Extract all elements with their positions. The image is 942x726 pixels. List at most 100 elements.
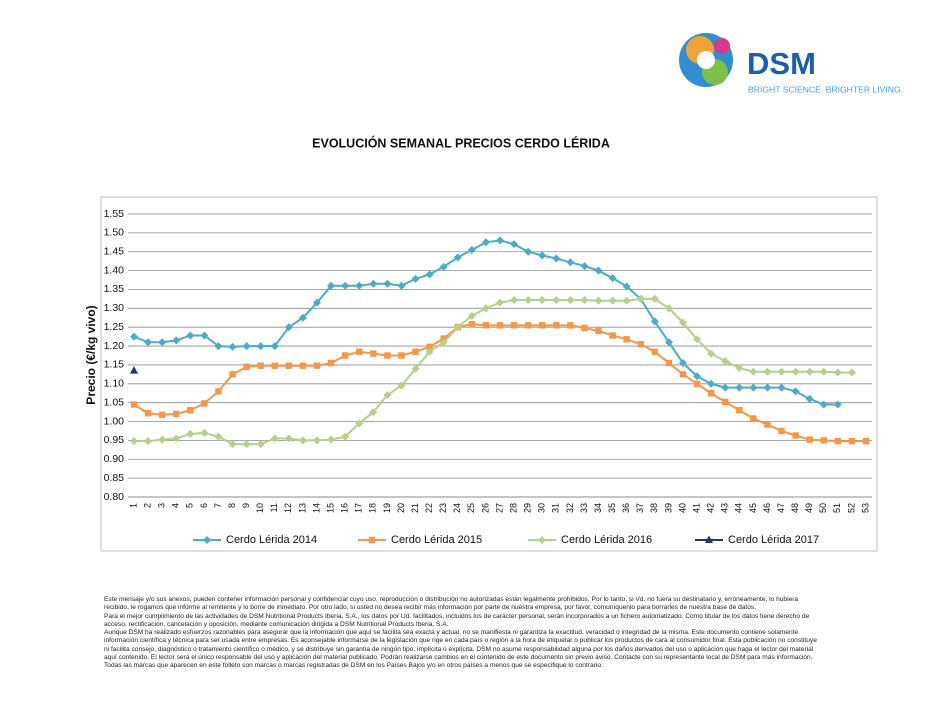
marker <box>355 281 364 290</box>
marker <box>524 296 533 305</box>
marker <box>749 367 758 376</box>
marker <box>679 318 687 327</box>
marker <box>764 421 771 428</box>
y-tick-label: 1.30 <box>104 302 125 314</box>
marker <box>242 440 251 449</box>
marker <box>398 352 405 359</box>
y-tick-label: 0.85 <box>104 472 125 484</box>
legend-marker <box>705 535 713 543</box>
marker <box>664 338 673 347</box>
chart-frame <box>100 196 878 552</box>
x-tick-label: 40 <box>677 503 687 513</box>
marker <box>650 294 659 303</box>
x-tick-label: 1 <box>128 503 138 508</box>
x-tick-label: 48 <box>790 503 800 513</box>
marker <box>637 340 644 348</box>
marker <box>496 298 504 307</box>
marker <box>369 408 378 417</box>
marker <box>735 363 744 372</box>
marker <box>538 251 547 260</box>
x-tick-label: 11 <box>269 503 279 512</box>
marker <box>298 436 307 445</box>
logo: DSM BRIGHT SCIENCE. BRIGHTER LIVING. <box>679 33 903 94</box>
marker <box>383 391 392 400</box>
marker <box>144 410 152 417</box>
x-tick-label: 30 <box>537 503 547 513</box>
marker <box>833 400 842 409</box>
marker <box>594 266 603 275</box>
x-tick-label: 4 <box>171 503 181 508</box>
marker <box>650 317 659 326</box>
marker <box>384 352 391 359</box>
marker <box>369 279 378 288</box>
marker <box>665 359 673 367</box>
marker <box>130 332 138 341</box>
x-tick-label: 7 <box>213 503 223 508</box>
y-tick-label: 1.05 <box>104 396 125 408</box>
marker <box>412 348 419 355</box>
y-tick-label: 1.10 <box>104 378 125 390</box>
marker <box>721 357 730 366</box>
marker <box>834 437 842 445</box>
marker <box>298 313 307 322</box>
marker <box>130 366 138 374</box>
marker <box>439 338 448 347</box>
marker <box>819 367 828 376</box>
disclaimer-paragraph: Aunque DSM ha realizado esfuerzos razona… <box>104 629 817 670</box>
x-tick-label: 43 <box>720 503 730 513</box>
y-tick-label: 0.90 <box>104 453 125 465</box>
marker <box>862 437 870 445</box>
marker <box>496 236 504 245</box>
marker <box>552 296 561 305</box>
y-tick-label: 1.45 <box>104 246 125 258</box>
marker <box>158 435 167 444</box>
y-tick-label: 1.55 <box>104 208 125 220</box>
marker <box>229 371 236 378</box>
legend-marker <box>538 536 546 544</box>
marker <box>539 322 546 329</box>
marker <box>580 296 589 305</box>
legend-label: Cerdo Lérida 2017 <box>728 534 819 546</box>
x-tick-label: 24 <box>452 503 462 513</box>
marker <box>453 253 462 262</box>
marker <box>130 401 138 408</box>
marker <box>581 324 588 332</box>
x-tick-label: 39 <box>663 503 673 513</box>
marker <box>370 350 377 357</box>
marker <box>608 274 617 283</box>
marker <box>736 407 743 414</box>
x-tick-label: 2 <box>142 503 152 508</box>
x-tick-label: 32 <box>565 503 575 513</box>
marker <box>201 400 208 407</box>
marker <box>792 432 799 439</box>
disclaimer-paragraph: Para el mejor cumplimiento de las activi… <box>104 612 810 628</box>
x-tick-label: 47 <box>776 503 786 513</box>
marker <box>481 238 490 247</box>
logo-name: DSM <box>747 46 816 81</box>
marker <box>566 296 575 305</box>
marker <box>750 415 757 422</box>
chart-title: EVOLUCIÓN SEMANAL PRECIOS CERDO LÉRIDA <box>312 135 610 150</box>
marker <box>735 383 744 392</box>
marker <box>707 390 715 397</box>
x-tick-label: 12 <box>283 503 293 513</box>
marker <box>313 436 321 445</box>
y-tick-label: 1.35 <box>104 283 125 295</box>
x-tick-label: 36 <box>621 503 631 513</box>
marker <box>341 432 350 441</box>
marker <box>805 394 814 403</box>
disclaimer: Este mensaje y/o sus anexos, pueden cont… <box>104 596 820 671</box>
marker <box>594 296 603 305</box>
marker <box>144 437 153 446</box>
x-tick-label: 23 <box>438 503 448 513</box>
marker <box>172 434 181 443</box>
marker <box>341 281 350 290</box>
marker <box>200 428 209 437</box>
marker <box>848 437 856 445</box>
marker <box>439 262 448 271</box>
marker <box>763 367 772 376</box>
marker <box>707 379 716 388</box>
x-tick-label: 44 <box>734 503 744 513</box>
marker <box>284 323 293 332</box>
disclaimer-paragraph: Este mensaje y/o sus anexos, pueden cont… <box>104 596 799 612</box>
